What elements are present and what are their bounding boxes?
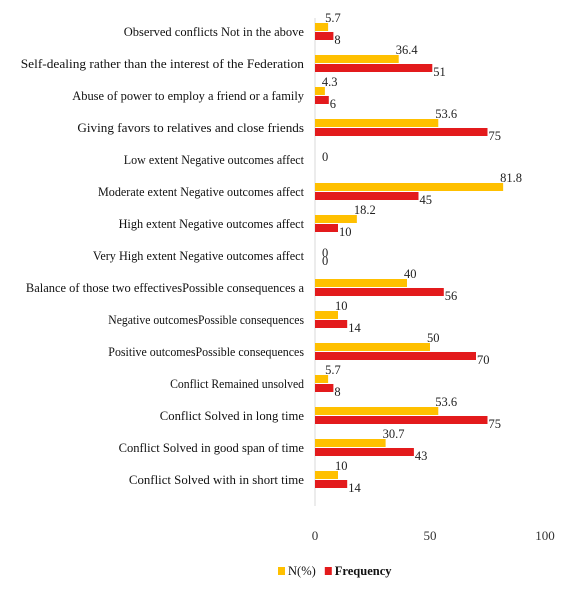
bar-n-percent bbox=[315, 119, 439, 127]
bar-n-percent bbox=[315, 87, 325, 95]
category-label: Conflict Solved with in short time bbox=[129, 473, 305, 487]
category-label: Giving favors to relatives and close fri… bbox=[77, 121, 304, 135]
bar-frequency bbox=[315, 224, 338, 232]
bar-frequency bbox=[315, 32, 334, 40]
bar-n-percent bbox=[315, 23, 329, 31]
bar-n-percent bbox=[315, 471, 338, 479]
data-label: 0 bbox=[322, 150, 328, 164]
x-tick-label: 100 bbox=[535, 528, 555, 543]
category-label: Balance of those two effectivesPossible … bbox=[26, 281, 305, 295]
bar-n-percent bbox=[315, 183, 504, 191]
bar-n-percent bbox=[315, 279, 407, 287]
category-label: Conflict Remained unsolved bbox=[170, 377, 305, 391]
category-label: Abuse of power to employ a friend or a f… bbox=[72, 89, 304, 103]
bar-frequency bbox=[315, 480, 348, 488]
data-label: 45 bbox=[420, 193, 433, 207]
category-label: Very High extent Negative outcomes affec… bbox=[93, 249, 305, 263]
bar-frequency bbox=[315, 192, 419, 200]
data-label: 70 bbox=[477, 353, 490, 367]
data-label: 10 bbox=[339, 225, 352, 239]
data-label: 40 bbox=[404, 267, 417, 281]
x-tick-label: 0 bbox=[312, 528, 319, 543]
data-label: 8 bbox=[334, 385, 340, 399]
bar-frequency bbox=[315, 416, 488, 424]
data-label: 0 bbox=[322, 254, 328, 268]
legend-label: Frequency bbox=[335, 564, 392, 578]
data-label: 75 bbox=[489, 129, 502, 143]
data-label: 81.8 bbox=[500, 171, 522, 185]
bar-frequency bbox=[315, 320, 348, 328]
bar-n-percent bbox=[315, 375, 329, 383]
x-tick-label: 50 bbox=[424, 528, 437, 543]
category-label: Observed conflicts Not in the above bbox=[124, 25, 305, 39]
bar-frequency bbox=[315, 384, 334, 392]
data-label: 10 bbox=[335, 459, 348, 473]
category-label: High extent Negative outcomes affect bbox=[119, 217, 305, 231]
data-label: 53.6 bbox=[435, 395, 457, 409]
data-label: 36.4 bbox=[396, 43, 419, 57]
bar-frequency bbox=[315, 64, 433, 72]
data-label: 18.2 bbox=[354, 203, 376, 217]
legend-label: N(%) bbox=[288, 564, 316, 578]
category-label: Moderate extent Negative outcomes affect bbox=[98, 185, 305, 199]
data-label: 75 bbox=[489, 417, 502, 431]
bar-n-percent bbox=[315, 55, 399, 63]
bar-n-percent bbox=[315, 343, 430, 351]
data-label: 56 bbox=[445, 289, 458, 303]
data-label: 4.3 bbox=[322, 75, 338, 89]
data-label: 10 bbox=[335, 299, 348, 313]
bar-frequency bbox=[315, 352, 476, 360]
category-label: Conflict Solved in long time bbox=[160, 409, 305, 423]
bar-n-percent bbox=[315, 215, 357, 223]
bar-n-percent bbox=[315, 311, 338, 319]
data-label: 14 bbox=[348, 321, 361, 335]
legend-swatch bbox=[278, 567, 285, 575]
bar-frequency bbox=[315, 288, 444, 296]
data-label: 50 bbox=[427, 331, 440, 345]
category-label: Negative outcomesPossible consequences bbox=[108, 313, 304, 327]
bar-frequency bbox=[315, 448, 414, 456]
category-label: Positive outcomesPossible consequences bbox=[108, 345, 304, 359]
data-label: 5.7 bbox=[325, 11, 341, 25]
data-label: 8 bbox=[334, 33, 340, 47]
data-label: 53.6 bbox=[435, 107, 457, 121]
data-label: 30.7 bbox=[383, 427, 405, 441]
bar-n-percent bbox=[315, 407, 439, 415]
data-label: 43 bbox=[415, 449, 428, 463]
legend-swatch bbox=[324, 567, 332, 575]
bar-frequency bbox=[315, 96, 329, 104]
data-label: 5.7 bbox=[325, 363, 341, 377]
data-label: 14 bbox=[348, 481, 361, 495]
bar-n-percent bbox=[315, 439, 386, 447]
category-label: Self-dealing rather than the interest of… bbox=[21, 57, 305, 71]
bar-frequency bbox=[315, 128, 488, 136]
category-label: Low extent Negative outcomes affect bbox=[124, 153, 305, 167]
data-label: 0 bbox=[322, 246, 328, 260]
category-label: Conflict Solved in good span of time bbox=[119, 441, 305, 455]
data-label: 51 bbox=[433, 65, 446, 79]
data-label: 6 bbox=[330, 97, 336, 111]
